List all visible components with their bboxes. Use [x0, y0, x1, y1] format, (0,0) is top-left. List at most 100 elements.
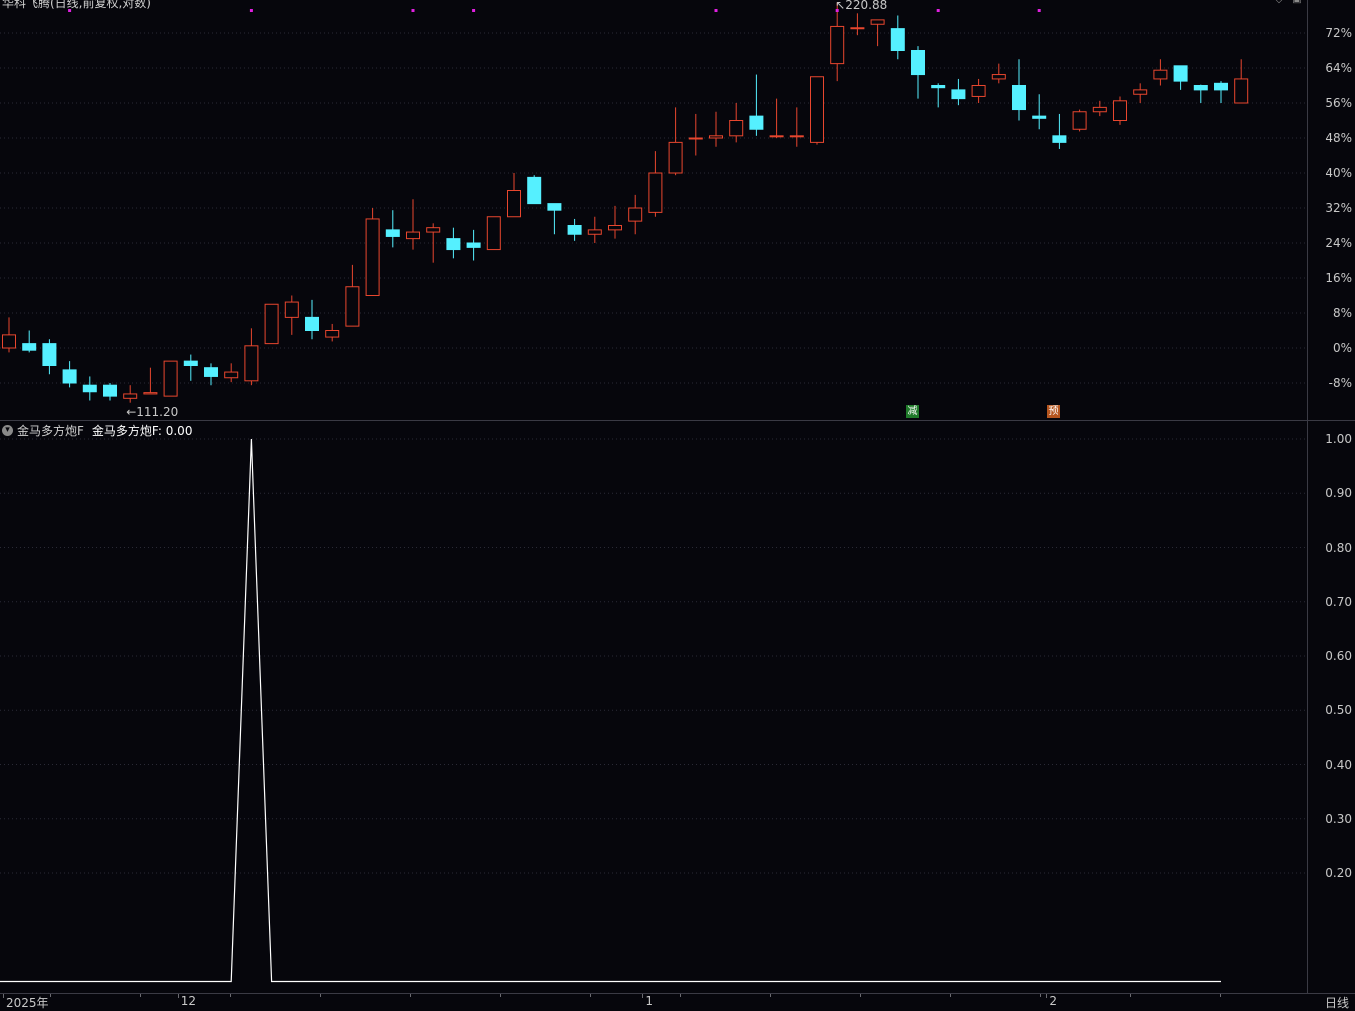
candle[interactable]	[830, 2, 845, 82]
candlestick-chart[interactable]	[0, 0, 1307, 420]
candle-body	[406, 231, 420, 240]
candle[interactable]	[183, 354, 198, 381]
candle-body	[971, 85, 986, 97]
candle[interactable]	[1234, 59, 1249, 104]
candle[interactable]	[345, 264, 360, 327]
signal-marker	[936, 9, 940, 12]
candle[interactable]	[1092, 100, 1107, 117]
candle[interactable]	[22, 330, 37, 353]
candle[interactable]	[991, 63, 1006, 84]
candle[interactable]	[850, 13, 865, 36]
candle[interactable]	[1032, 94, 1047, 130]
candle[interactable]	[466, 229, 481, 261]
chart-title: 华科飞腾(日线,前复权,对数)	[2, 0, 151, 10]
candle[interactable]	[608, 205, 622, 239]
date-axis-tick	[3, 994, 4, 998]
indicator-line-chart[interactable]	[0, 421, 1307, 993]
candle[interactable]	[931, 83, 946, 108]
chevron-down-icon[interactable]: ▾	[2, 425, 13, 436]
candle[interactable]	[42, 339, 57, 375]
candle[interactable]	[527, 175, 542, 205]
indicator-axis: 1.00 0.90 0.80 0.70 0.60 0.50 0.40 0.30 0.20	[1307, 421, 1355, 993]
candle[interactable]	[123, 385, 138, 403]
candle[interactable]	[1113, 96, 1127, 125]
price-axis-label: 64%	[1325, 61, 1352, 75]
candle[interactable]	[163, 360, 178, 397]
candle[interactable]	[486, 216, 501, 251]
candle-body	[648, 172, 663, 213]
candle[interactable]	[426, 223, 441, 263]
candle[interactable]	[2, 317, 16, 353]
candle-body	[1092, 106, 1107, 113]
candle[interactable]	[143, 367, 158, 395]
candle[interactable]	[870, 19, 885, 47]
candle[interactable]	[648, 151, 663, 217]
candle[interactable]	[103, 383, 117, 401]
candle-body	[830, 25, 845, 65]
candle[interactable]	[729, 103, 744, 143]
indicator-name[interactable]: 金马多方炮F	[17, 424, 84, 438]
price-axis-label: 32%	[1325, 201, 1352, 215]
price-chart-panel[interactable]	[0, 0, 1307, 420]
candle[interactable]	[305, 299, 319, 340]
candle[interactable]	[911, 46, 925, 99]
window-maximize-icon[interactable]: ▣	[1291, 0, 1303, 5]
date-axis-minor-tick	[320, 994, 321, 997]
candle[interactable]	[789, 107, 804, 147]
candle[interactable]	[204, 363, 218, 386]
candle[interactable]	[628, 194, 643, 235]
candle[interactable]	[688, 113, 703, 156]
candle[interactable]	[587, 216, 602, 243]
indicator-axis-label: 0.70	[1325, 594, 1352, 609]
candle[interactable]	[749, 74, 764, 136]
date-axis-minor-tick	[950, 994, 951, 997]
candle[interactable]	[1214, 81, 1228, 103]
candle[interactable]	[1052, 113, 1067, 149]
candle[interactable]	[82, 376, 97, 401]
candle[interactable]	[385, 210, 400, 248]
candle[interactable]	[1173, 65, 1188, 90]
signal-marker	[1037, 9, 1041, 12]
date-axis-minor-tick	[140, 994, 141, 997]
candle[interactable]	[1072, 109, 1087, 132]
candle-body	[385, 229, 400, 237]
period-label[interactable]: 日线	[1324, 996, 1349, 1010]
candle-body	[42, 343, 57, 366]
indicator-axis-label: 0.30	[1325, 811, 1352, 826]
candle[interactable]	[1133, 83, 1148, 103]
candle[interactable]	[709, 111, 723, 147]
candle-body	[789, 135, 804, 138]
candle[interactable]	[507, 173, 521, 218]
candle[interactable]	[971, 78, 986, 103]
candle[interactable]	[890, 15, 905, 60]
candle[interactable]	[446, 227, 461, 259]
candle-body	[284, 301, 299, 318]
indicator-axis-label: 0.20	[1325, 866, 1352, 880]
candle-body	[224, 371, 239, 379]
candle[interactable]	[547, 203, 562, 235]
signal-marker	[714, 9, 718, 12]
candle[interactable]	[365, 208, 380, 296]
candle[interactable]	[264, 303, 279, 345]
candle[interactable]	[810, 76, 824, 145]
candle[interactable]	[769, 98, 784, 138]
candle-body	[1012, 85, 1026, 111]
reduce-marker-badge[interactable]: 减	[906, 405, 919, 418]
candle[interactable]	[951, 78, 966, 106]
candle[interactable]	[284, 295, 299, 335]
candle[interactable]	[224, 363, 239, 383]
indicator-axis-label: 0.60	[1325, 649, 1352, 663]
candle[interactable]	[62, 361, 77, 388]
indicator-panel[interactable]	[0, 421, 1307, 993]
candle[interactable]	[567, 218, 582, 241]
window-restore-icon[interactable]: ◇	[1273, 0, 1285, 5]
candle[interactable]	[406, 199, 420, 250]
candle[interactable]	[325, 323, 340, 342]
candle-body	[1052, 135, 1067, 143]
candle[interactable]	[1153, 59, 1168, 86]
candle[interactable]	[244, 328, 259, 386]
candle[interactable]	[1012, 59, 1026, 121]
candle[interactable]	[1193, 84, 1208, 103]
forecast-marker-badge[interactable]: 预	[1047, 405, 1060, 418]
candle[interactable]	[668, 107, 683, 176]
